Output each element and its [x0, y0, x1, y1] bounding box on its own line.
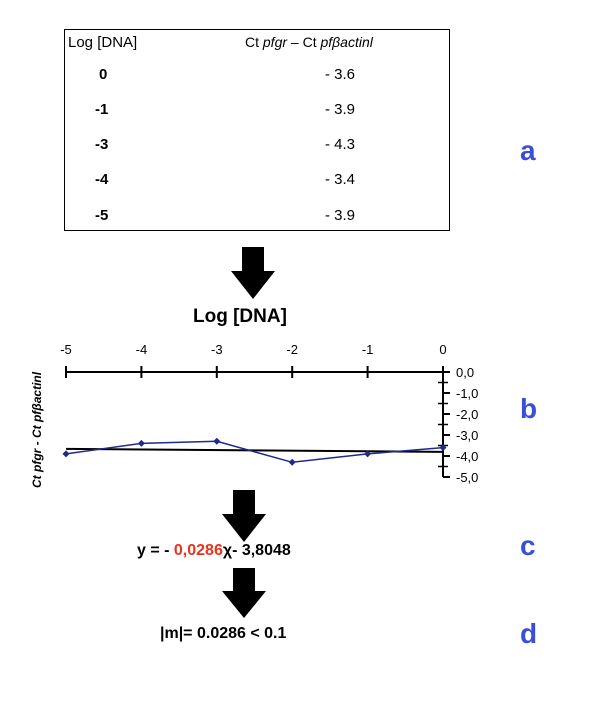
- table-cell-delta-ct: - 4.3: [325, 136, 356, 153]
- data-point: [288, 458, 296, 466]
- panel-label-b: b: [520, 393, 538, 424]
- table-cell-delta-ct: - 3.9: [325, 207, 356, 224]
- data-point: [137, 439, 145, 447]
- x-tick-label: -5: [60, 342, 72, 357]
- x-tick-label: 0: [439, 342, 446, 357]
- panel-label-c: c: [520, 530, 536, 561]
- x-tick-label: -4: [136, 342, 148, 357]
- panel-label-a: a: [520, 135, 536, 166]
- table-cell-delta-ct: - 3.4: [325, 171, 356, 188]
- slope-inequality: |m|= 0.0286 < 0.1: [160, 625, 287, 642]
- y-tick-label: -2,0: [456, 407, 478, 422]
- panel-label-d: d: [520, 618, 538, 649]
- table-cell-log-dna: -4: [95, 171, 109, 188]
- data-point: [62, 450, 70, 458]
- down-arrow-icon: [222, 490, 266, 542]
- table-cell-log-dna: -5: [95, 207, 109, 224]
- table-header-log-dna: Log [DNA]: [68, 34, 138, 51]
- y-tick-label: -4,0: [456, 449, 478, 464]
- series-line: [65, 440, 444, 464]
- equation-slope: 0,0286: [173, 542, 223, 559]
- data-point: [213, 437, 221, 445]
- data-table: [64, 29, 450, 231]
- down-arrow-icon: [231, 247, 275, 299]
- table-cell-log-dna: -1: [95, 101, 109, 118]
- equation-intercept: - 3,8048: [232, 542, 291, 559]
- x-tick-label: -1: [362, 342, 374, 357]
- table-cell-log-dna: -3: [95, 136, 109, 153]
- data-point: [439, 444, 447, 452]
- trendline: [65, 447, 444, 453]
- table-cell-log-dna: 0: [99, 66, 108, 83]
- table-cell-delta-ct: - 3.9: [325, 101, 356, 118]
- x-tick-label: -3: [211, 342, 223, 357]
- equation-prefix: y = -: [137, 542, 174, 559]
- chart-title: Log [DNA]: [193, 306, 287, 327]
- down-arrow-icon: [222, 568, 266, 618]
- table-cell-delta-ct: - 3.6: [325, 66, 356, 83]
- table-header-delta-ct: Ct pfgr – Ct pfβactinl: [245, 34, 373, 50]
- y-tick-label: -1,0: [456, 386, 478, 401]
- equation-variable: χ: [222, 542, 233, 559]
- y-tick-label: -5,0: [456, 470, 478, 485]
- x-tick-label: -2: [286, 342, 298, 357]
- data-point: [364, 450, 372, 458]
- y-tick-label: 0,0: [456, 365, 474, 380]
- y-tick-label: -3,0: [456, 428, 478, 443]
- regression-equation: y = - 0,0286χ- 3,8048: [137, 542, 291, 560]
